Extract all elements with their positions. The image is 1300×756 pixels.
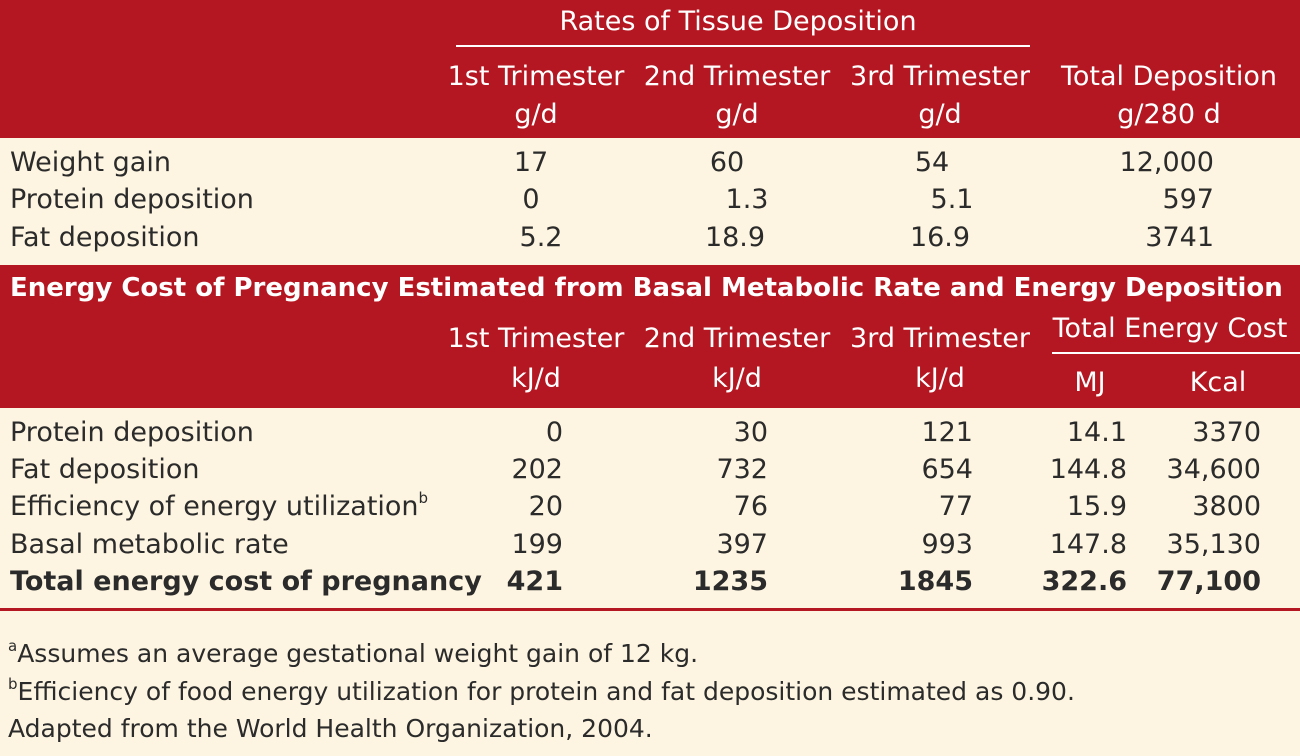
row-label: Weight gain xyxy=(10,147,171,178)
table1-col3-header: 3rd Trimester xyxy=(850,61,1030,92)
cell: 421 xyxy=(506,566,563,597)
row-label: Efficiency of energy utilizationb xyxy=(10,491,428,522)
cell: 397 xyxy=(716,529,768,560)
table1-col4-unit: g/280 d xyxy=(1117,99,1221,130)
cell: 77 xyxy=(938,491,973,522)
cell: 322.6 xyxy=(1041,566,1127,597)
cell: 54 xyxy=(914,147,950,178)
cell: 35,130 xyxy=(1166,529,1261,560)
cell: 76 xyxy=(733,491,768,522)
table2-total-header: Total Energy Cost xyxy=(1052,313,1288,344)
table-bottom-rule xyxy=(0,608,1300,611)
table2-total-rule xyxy=(1052,352,1300,354)
table2-col2-header: 2nd Trimester xyxy=(643,323,831,354)
cell: 993 xyxy=(921,529,973,560)
cell: 3741 xyxy=(1145,222,1214,253)
table1-group-header: Rates of Tissue Deposition xyxy=(559,6,917,37)
footnote-mark: a xyxy=(8,637,18,655)
cell: 147.8 xyxy=(1049,529,1127,560)
cell: 0 xyxy=(522,184,540,215)
row-label: Protein deposition xyxy=(10,417,254,448)
row-label: Basal metabolic rate xyxy=(10,529,289,560)
table1-col4-header: Total Deposition xyxy=(1061,61,1277,92)
cell: 77,100 xyxy=(1156,566,1261,597)
table2-total-mj: MJ xyxy=(1074,367,1106,398)
table2-col1-unit: kJ/d xyxy=(511,363,561,394)
table2-col3-unit: kJ/d xyxy=(915,363,965,394)
table2-title: Energy Cost of Pregnancy Estimated from … xyxy=(10,273,1283,303)
source-note: Adapted from the World Health Organizati… xyxy=(8,714,653,743)
cell: 12,000 xyxy=(1119,147,1214,178)
table1-col1-unit: g/d xyxy=(514,99,558,130)
cell: 30 xyxy=(733,417,768,448)
row-label: Total energy cost of pregnancy xyxy=(10,566,482,597)
table1-col1-header: 1st Trimester xyxy=(447,61,625,92)
cell: 597 xyxy=(1162,184,1214,215)
table1-header-band xyxy=(0,0,1300,138)
cell: 14.1 xyxy=(1066,417,1127,448)
cell: 5.1 xyxy=(930,184,974,215)
table2-col3-header: 3rd Trimester xyxy=(850,323,1030,354)
cell: 18.9 xyxy=(704,222,766,253)
table1-col2-header: 2nd Trimester xyxy=(643,61,831,92)
footnote-text: Efficiency of food energy utilization fo… xyxy=(17,677,1075,706)
cell: 60 xyxy=(709,147,745,178)
row-label: Fat deposition xyxy=(10,222,200,253)
row-label-text: Efficiency of energy utilization xyxy=(10,491,419,522)
cell: 34,600 xyxy=(1166,454,1261,485)
cell: 732 xyxy=(716,454,768,485)
footnote-mark: b xyxy=(8,675,18,693)
cell: 0 xyxy=(545,417,563,448)
cell: 1235 xyxy=(692,566,768,597)
footnote-text: Assumes an average gestational weight ga… xyxy=(17,639,699,668)
table2-col1-header: 1st Trimester xyxy=(447,323,625,354)
cell: 1.3 xyxy=(725,184,769,215)
cell: 654 xyxy=(921,454,973,485)
cell: 5.2 xyxy=(519,222,563,253)
footnote-mark: b xyxy=(418,489,429,507)
cell: 3800 xyxy=(1192,491,1261,522)
table1-col2-unit: g/d xyxy=(715,99,759,130)
table2-header-band xyxy=(0,265,1300,408)
row-label: Protein deposition xyxy=(10,184,254,215)
cell: 16.9 xyxy=(909,222,971,253)
cell: 202 xyxy=(511,454,563,485)
cell: 17 xyxy=(513,147,549,178)
footnote-a: aAssumes an average gestational weight g… xyxy=(8,637,699,668)
cell: 15.9 xyxy=(1066,491,1127,522)
cell: 199 xyxy=(511,529,563,560)
cell: 1845 xyxy=(897,566,973,597)
table2-col2-unit: kJ/d xyxy=(712,363,762,394)
cell: 121 xyxy=(921,417,973,448)
cell: 20 xyxy=(528,491,563,522)
table2-total-kcal: Kcal xyxy=(1189,367,1247,398)
cell: 3370 xyxy=(1192,417,1261,448)
cell: 144.8 xyxy=(1049,454,1127,485)
table1-group-rule xyxy=(456,45,1030,47)
row-label: Fat deposition xyxy=(10,454,200,485)
table1-col3-unit: g/d xyxy=(918,99,962,130)
footnote-b: bEfficiency of food energy utilization f… xyxy=(8,675,1075,706)
